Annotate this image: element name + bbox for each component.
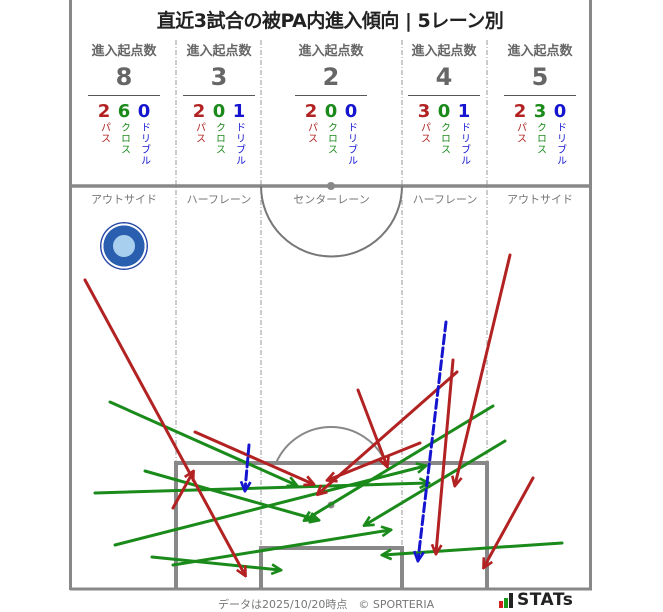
divider [183,95,255,96]
dribble-stat: 1 ドリブル [457,101,471,167]
dribble-stat: 0 ドリブル [137,101,151,167]
cross-stat: 0 クロス [212,101,226,156]
dribble-arrows [245,320,448,560]
lane-summary-half-left: 進入起点数 3 2 パス 0 クロス 1 ドリブル [178,40,260,166]
dribble-stat: 0 ドリブル [553,101,567,167]
cross-stat: 0 クロス [324,101,338,156]
lane-total: 2 [322,63,340,91]
center-circle [260,185,403,258]
lane-header: 進入起点数 [507,44,573,59]
divider [295,95,367,96]
lane-breakdown: 2 パス 6 クロス 0 ドリブル [82,101,166,167]
data-note: データは2025/10/20時点 © SPORTERIA [218,598,435,611]
lane-name-outside-right: アウトサイド [507,193,573,206]
cross-arrows [93,400,564,570]
lane-header: 進入起点数 [186,44,252,59]
dribble-stat: 0 ドリブル [344,101,358,167]
chart-title: 直近3試合の被PA内進入傾向 | 5レーン別 [156,10,504,32]
lane-summary-outside-right: 進入起点数 5 2 パス 3 クロス 0 ドリブル [498,40,582,166]
brand-text: STATs [517,590,574,610]
team-crest-icon [100,222,148,270]
lane-name-center: センターレーン [266,191,397,207]
pass-stat: 2 パス [97,101,111,145]
goal-area [259,546,404,589]
lane-name-half-right: ハーフレーン [412,193,478,206]
cross-stat: 3 クロス [533,101,547,156]
lane-summary-outside-left: 進入起点数 8 2 パス 6 クロス 0 ドリブル [82,40,166,166]
pass-arrows [83,253,535,575]
center-spot [327,182,335,190]
lane-header: 進入起点数 [91,44,157,59]
lane-breakdown: 3 パス 0 クロス 1 ドリブル [403,101,485,167]
cross-stat: 6 クロス [117,101,131,156]
cross-stat: 0 クロス [437,101,451,156]
divider [408,95,480,96]
bar-chart-icon [499,592,513,608]
lane-summary-center: 進入起点数 2 2 パス 0 クロス 0 ドリブル [290,40,372,166]
lane-total: 8 [115,63,133,91]
lane-header: 進入起点数 [298,44,364,59]
lane-breakdown: 2 パス 3 クロス 0 ドリブル [498,101,582,167]
pass-stat: 2 パス [192,101,206,145]
pass-stat: 3 パス [417,101,431,145]
chart-frame [69,0,592,590]
pass-stat: 2 パス [513,101,527,145]
stats-brand-logo: STATs [499,590,573,610]
lane-breakdown: 2 パス 0 クロス 0 ドリブル [290,101,372,167]
penalty-arc [275,425,387,464]
lane-total: 4 [435,63,453,91]
pass-stat: 2 パス [304,101,318,145]
divider [504,95,576,96]
divider [88,95,160,96]
lane-total: 5 [531,63,549,91]
lane-total: 3 [210,63,228,91]
lane-name-half-left: ハーフレーン [186,193,252,206]
lane-header: 進入起点数 [411,44,477,59]
lane-breakdown: 2 パス 0 クロス 1 ドリブル [178,101,260,167]
lane-summary-half-right: 進入起点数 4 3 パス 0 クロス 1 ドリブル [403,40,485,166]
crest-emblem [112,234,136,258]
dribble-stat: 1 ドリブル [232,101,246,167]
lane-name-outside-left: アウトサイド [91,193,157,206]
penalty-area [174,461,489,589]
